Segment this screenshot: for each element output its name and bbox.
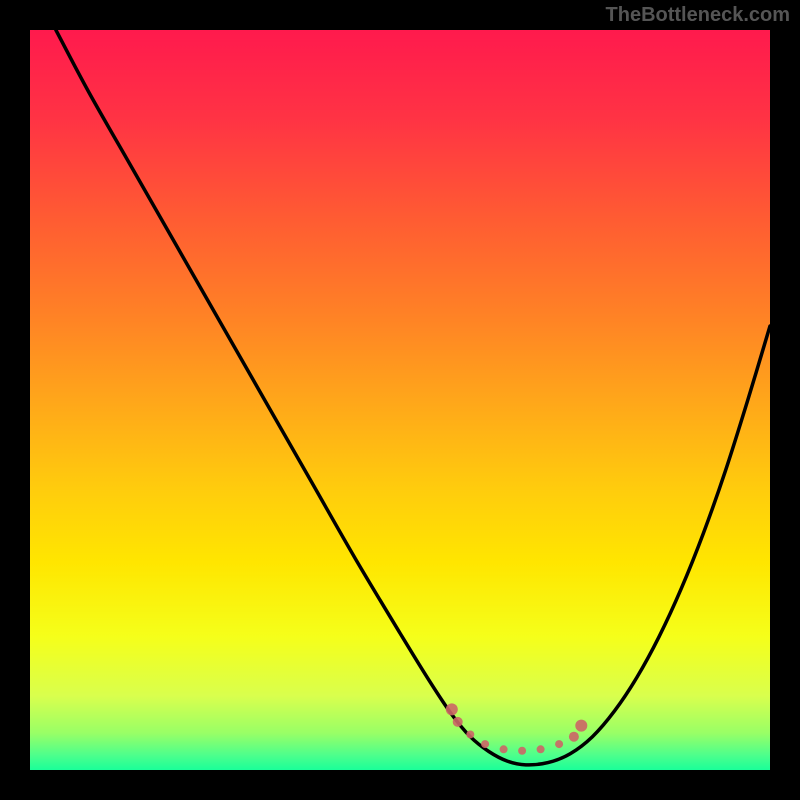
watermark-text: TheBottleneck.com — [606, 4, 790, 27]
bottleneck-curve — [56, 30, 770, 765]
bottleneck-chart — [30, 30, 770, 770]
optimal-band-markers — [446, 703, 588, 754]
chart-curve-layer — [30, 30, 770, 770]
